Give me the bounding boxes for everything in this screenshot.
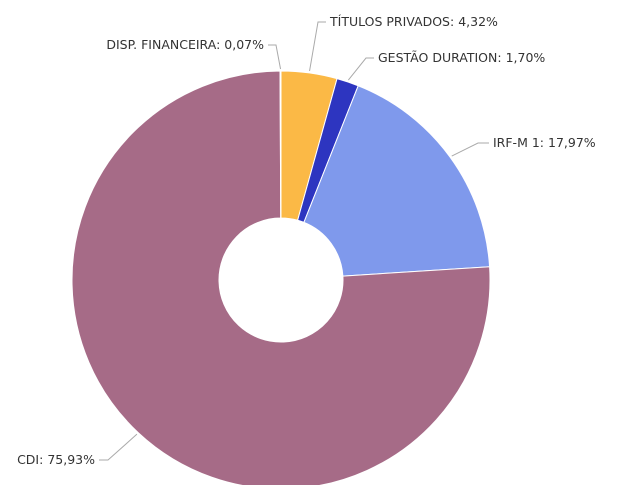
slice [71,70,491,485]
slice-label: TÍTULOS PRIVADOS: 4,32% [329,14,498,29]
slice [303,85,491,277]
value-label: 75,93% [47,452,95,467]
slice-label: CDI: 75,93% [17,452,95,467]
slice-label: IRF-M 1: 17,97% [493,135,596,150]
leader-line [268,44,282,70]
leader-line [99,433,138,461]
category-label: GESTÃO DURATION: [378,50,502,65]
value-label: 1,70% [506,50,546,65]
category-label: CDI: [17,452,43,467]
leader-line [347,57,374,81]
slice-label: GESTÃO DURATION: 1,70% [378,50,545,65]
leader-line [309,21,326,72]
category-label: DISP. FINANCEIRA: [106,37,220,52]
category-label: TÍTULOS PRIVADOS: [329,14,454,29]
value-label: 0,07% [224,37,264,52]
category-label: IRF-M 1: [493,135,544,150]
leader-line [451,142,489,157]
value-label: 17,97% [548,135,596,150]
slice [279,70,282,219]
slice-label: DISP. FINANCEIRA: 0,07% [106,37,264,52]
value-label: 4,32% [458,14,498,29]
